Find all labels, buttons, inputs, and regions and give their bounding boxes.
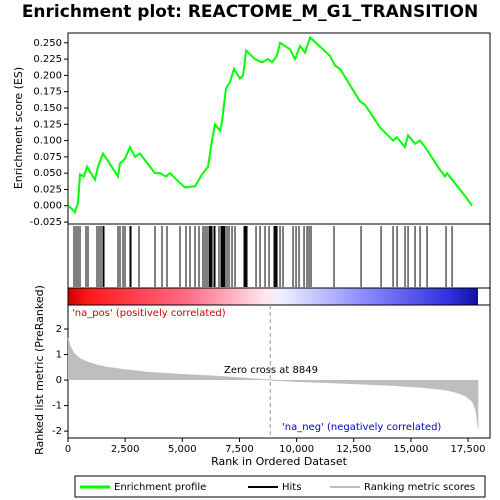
y-tick-label: 0.100 [33, 136, 62, 147]
annotation: 'na_neg' (negatively correlated) [282, 422, 441, 433]
x-tick-label: 15,000 [393, 444, 428, 455]
y-tick-label: 0.050 [33, 168, 62, 179]
y-tick-label: -0.025 [30, 217, 62, 228]
legend-label: Ranking metric scores [364, 482, 475, 493]
legend-label: Enrichment profile [114, 482, 206, 493]
x-tick-label: 17,500 [451, 444, 486, 455]
plot-frame [67, 32, 491, 439]
metric-line [67, 338, 479, 429]
x-tick-label: 0 [65, 444, 71, 455]
x-tick-label: 5,000 [168, 444, 197, 455]
x-tick-label: 2,500 [111, 444, 140, 455]
y-tick-label: 2 [56, 324, 62, 335]
y-axis-label: Enrichment score (ES) [12, 67, 25, 189]
y-tick-label: -2 [52, 426, 62, 437]
y-tick-label: 0.025 [33, 184, 62, 195]
y-tick-label: 0.150 [33, 103, 62, 114]
x-axis-label: Rank in Ordered Dataset [211, 455, 348, 468]
x-tick-label: 7,500 [225, 444, 254, 455]
y-tick-label: 0 [56, 375, 62, 386]
y-tick-label: 0.200 [33, 70, 62, 81]
y-tick-label: 0.175 [33, 87, 62, 98]
annotation: 'na_pos' (positively correlated) [72, 308, 226, 319]
y-tick-label: 0.250 [33, 38, 62, 49]
legend-label: Hits [282, 482, 301, 493]
y-tick-label: 0.000 [33, 201, 62, 212]
y-tick-label: 0.225 [33, 54, 62, 65]
enrichment-line [67, 35, 473, 215]
y-tick-label: 1 [56, 350, 62, 361]
metric-area-fill [68, 338, 479, 429]
legend [74, 475, 486, 498]
chart-title: Enrichment plot: REACTOME_M_G1_TRANSITIO… [22, 2, 478, 22]
x-tick-label: 12,500 [336, 444, 371, 455]
annotation: Zero cross at 8849 [224, 365, 318, 376]
y-tick-label: 0.075 [33, 152, 62, 163]
rank-color-bar [68, 288, 478, 305]
y-tick-label: 0.125 [33, 119, 62, 130]
x-tick-label: 10,000 [279, 444, 314, 455]
y-axis-label: Ranked list metric (PreRanked) [33, 285, 46, 455]
y-tick-label: -1 [52, 401, 62, 412]
